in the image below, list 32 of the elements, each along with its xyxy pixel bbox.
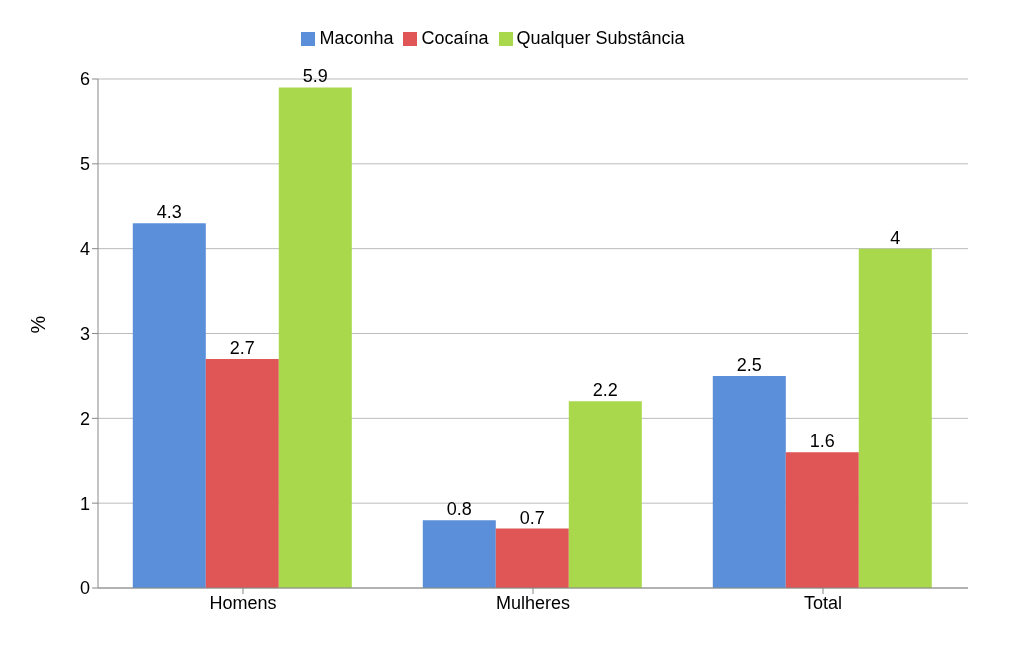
- bar: [278, 87, 352, 588]
- legend-label: Qualquer Substância: [516, 28, 685, 48]
- y-tick-label: 6: [79, 69, 90, 90]
- x-tick-label: Homens: [209, 592, 277, 613]
- bar: [132, 223, 206, 588]
- bar: [205, 358, 279, 588]
- bar: [712, 375, 786, 588]
- data-label: 1.6: [809, 431, 835, 452]
- y-tick-label: 0: [79, 578, 90, 599]
- y-tick-label: 3: [79, 323, 90, 344]
- bar: [568, 401, 642, 588]
- bar: [785, 452, 859, 588]
- x-tick-label: Mulheres: [495, 592, 571, 613]
- y-tick-label: 2: [79, 408, 90, 429]
- data-label: 0.8: [446, 499, 472, 520]
- data-label: 2.2: [592, 380, 618, 401]
- bar: [495, 528, 569, 588]
- y-tick-label: 4: [79, 239, 90, 260]
- data-label: 5.9: [302, 66, 328, 87]
- data-label: 4: [890, 227, 901, 248]
- y-axis-title: %: [27, 315, 50, 334]
- data-label: 2.5: [736, 354, 762, 375]
- bar: [422, 520, 496, 588]
- x-tick-label: Total: [803, 592, 843, 613]
- data-label: 2.7: [229, 337, 255, 358]
- data-label: 4.3: [156, 202, 182, 223]
- legend-label: Cocaína: [421, 28, 489, 48]
- bar: [858, 248, 932, 588]
- y-tick-label: 1: [79, 493, 90, 514]
- data-label: 0.7: [519, 507, 545, 528]
- y-tick-label: 5: [79, 154, 90, 175]
- legend-label: Maconha: [319, 28, 394, 48]
